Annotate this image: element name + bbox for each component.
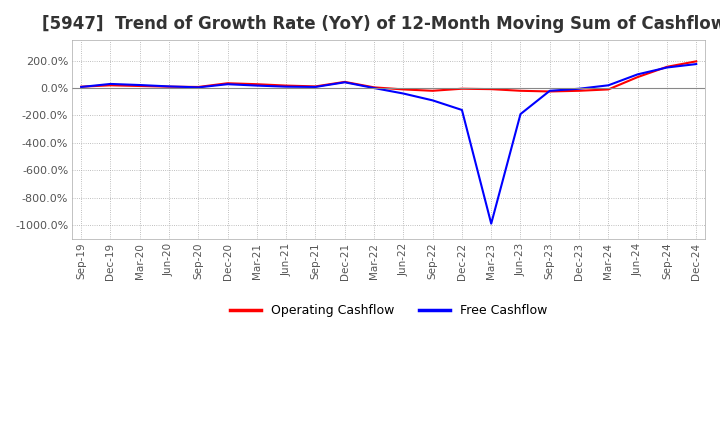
Operating Cashflow xyxy=(165,84,174,89)
Title: [5947]  Trend of Growth Rate (YoY) of 12-Month Moving Sum of Cashflows: [5947] Trend of Growth Rate (YoY) of 12-… xyxy=(42,15,720,33)
Free Cashflow xyxy=(77,84,86,90)
Free Cashflow xyxy=(165,84,174,89)
Operating Cashflow xyxy=(662,64,671,70)
Free Cashflow xyxy=(604,83,613,88)
Operating Cashflow xyxy=(516,88,525,93)
Operating Cashflow xyxy=(487,87,495,92)
Operating Cashflow xyxy=(428,88,437,93)
Free Cashflow xyxy=(516,111,525,117)
Free Cashflow xyxy=(223,81,232,87)
Free Cashflow xyxy=(282,84,291,89)
Operating Cashflow xyxy=(692,59,701,64)
Operating Cashflow xyxy=(253,81,261,87)
Operating Cashflow xyxy=(106,83,114,88)
Free Cashflow xyxy=(487,221,495,226)
Free Cashflow xyxy=(135,82,144,88)
Free Cashflow xyxy=(399,91,408,96)
Operating Cashflow xyxy=(135,83,144,88)
Operating Cashflow xyxy=(194,84,202,90)
Free Cashflow xyxy=(194,85,202,90)
Free Cashflow xyxy=(692,62,701,67)
Operating Cashflow xyxy=(282,83,291,88)
Operating Cashflow xyxy=(399,87,408,92)
Free Cashflow xyxy=(106,81,114,87)
Operating Cashflow xyxy=(546,89,554,94)
Operating Cashflow xyxy=(634,74,642,80)
Free Cashflow xyxy=(458,107,467,113)
Free Cashflow xyxy=(253,83,261,88)
Line: Operating Cashflow: Operating Cashflow xyxy=(81,61,696,92)
Free Cashflow xyxy=(634,72,642,77)
Operating Cashflow xyxy=(77,84,86,89)
Operating Cashflow xyxy=(604,87,613,92)
Free Cashflow xyxy=(575,86,583,92)
Free Cashflow xyxy=(662,65,671,70)
Line: Free Cashflow: Free Cashflow xyxy=(81,64,696,224)
Free Cashflow xyxy=(370,85,379,91)
Operating Cashflow xyxy=(223,81,232,86)
Free Cashflow xyxy=(546,88,554,93)
Operating Cashflow xyxy=(575,88,583,93)
Operating Cashflow xyxy=(341,79,349,84)
Free Cashflow xyxy=(311,84,320,90)
Legend: Operating Cashflow, Free Cashflow: Operating Cashflow, Free Cashflow xyxy=(225,299,553,322)
Operating Cashflow xyxy=(311,84,320,89)
Operating Cashflow xyxy=(458,86,467,92)
Free Cashflow xyxy=(341,80,349,85)
Free Cashflow xyxy=(428,98,437,103)
Operating Cashflow xyxy=(370,85,379,90)
